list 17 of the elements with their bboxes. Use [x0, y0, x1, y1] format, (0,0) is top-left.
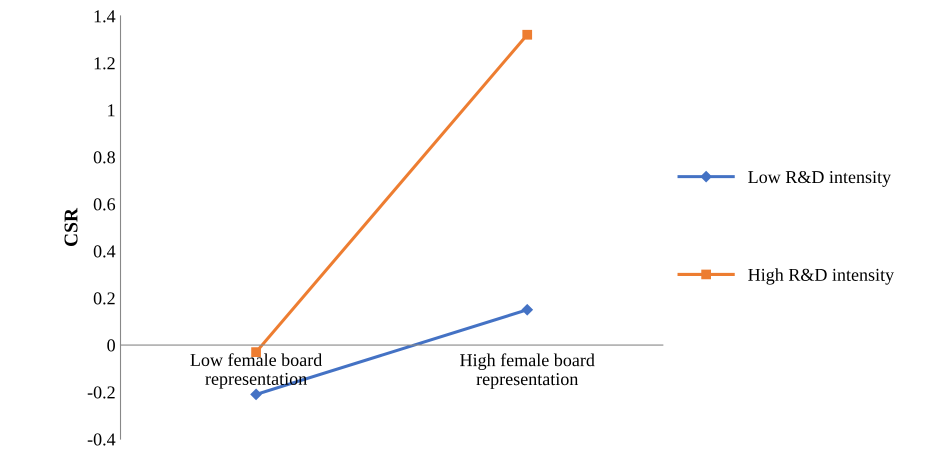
- y-tick-label: 1.2: [94, 57, 115, 70]
- point: [522, 30, 532, 40]
- y-axis-title: CSR: [64, 208, 78, 246]
- y-tick-label: 0: [107, 339, 115, 352]
- y-tick-label: 0.2: [94, 292, 115, 305]
- y-tick-label: 1: [108, 104, 115, 116]
- y-tick-label: -0.2: [88, 386, 115, 399]
- point: [522, 304, 533, 316]
- y-tick-label: 0.6: [94, 198, 116, 211]
- y-tick-label: 0.4: [94, 245, 116, 258]
- legend-label: Low R&D intensity: [748, 170, 892, 187]
- legend-label: High R&D intensity: [748, 268, 894, 285]
- x-tick-label: High female board representation: [460, 353, 595, 389]
- y-tick-label: -0.4: [88, 433, 116, 446]
- y-tick-label: 1.4: [94, 10, 116, 22]
- point: [250, 388, 262, 400]
- y-tick-label: 0.8: [94, 151, 115, 164]
